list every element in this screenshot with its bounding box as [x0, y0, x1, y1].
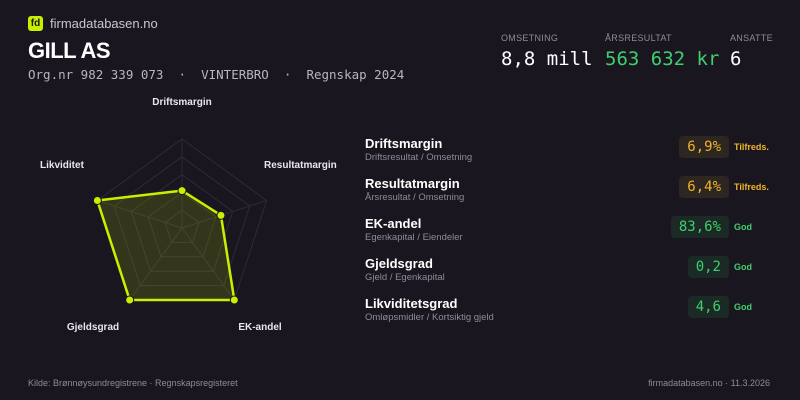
footer-right: firmadatabasen.no · 11.3.2026: [648, 378, 770, 388]
metric-title: Likviditetsgrad: [365, 296, 458, 311]
radar-axis-line: [181, 227, 235, 301]
radar-data-polygon: [96, 189, 236, 302]
kpi-value: 563 632 kr: [605, 48, 720, 70]
radar-data-point: [92, 195, 102, 205]
metric-title: Gjeldsgrad: [365, 256, 433, 271]
metric-formula: Årsresultat / Omsetning: [365, 192, 465, 203]
metric-formula: Driftsresultat / Omsetning: [365, 152, 473, 163]
kpi-value: 6: [730, 48, 742, 70]
kpi-omsetning: OMSETNING 8,8 mill: [501, 33, 593, 70]
metric-value-badge: 83,6%: [670, 216, 729, 238]
metric-value-badge: 0,2: [687, 256, 729, 278]
site-name[interactable]: firmadatabasen.no: [50, 16, 158, 31]
radar-axis-label: Gjeldsgrad: [67, 322, 119, 333]
radar-axis-label: Likviditet: [40, 160, 85, 171]
kpi-value: 8,8 mill: [501, 48, 593, 70]
metric-row: Resultatmargin Årsresultat / Omsetning 6…: [365, 176, 785, 212]
metric-status: God: [734, 302, 752, 312]
company-name: GILL AS: [28, 38, 111, 63]
metric-status: God: [734, 222, 752, 232]
metric-status: God: [734, 262, 752, 272]
metric-value-badge: 6,4%: [679, 176, 729, 198]
kpi-arsresultat: ÅRSRESULTAT 563 632 kr: [605, 33, 719, 70]
kpi-ansatte: ANSATTE 6: [730, 33, 773, 70]
radar-labels: Driftsmargin Resultatmargin EK-andel Gjelds…: [40, 97, 337, 333]
metric-status: Tilfreds.: [734, 182, 769, 192]
radar-shape: [92, 186, 239, 305]
metric-row: EK-andel Egenkapital / Eiendeler 83,6% G…: [365, 216, 785, 252]
radar-grid-ring: [147, 191, 217, 258]
radar-axis-label: Resultatmargin: [264, 160, 337, 171]
company-subtitle: Org.nr 982 339 073 · VINTERBRO · Regnska…: [28, 67, 405, 82]
radar-chart: Driftsmargin Resultatmargin EK-andel Gjelds…: [40, 97, 337, 333]
metric-value-badge: 6,9%: [679, 136, 729, 158]
brand-logo: fd: [28, 16, 43, 31]
metric-title: EK-andel: [365, 216, 422, 231]
radar-data-point: [125, 295, 135, 305]
metric-formula: Egenkapital / Eiendeler: [365, 232, 463, 243]
kpi-label: ANSATTE: [730, 33, 773, 43]
metric-formula: Gjeld / Egenkapital: [365, 272, 445, 283]
metric-title: Resultatmargin: [365, 176, 460, 191]
footer-source: Kilde: Brønnøysundregistrene · Regnskaps…: [28, 378, 238, 388]
metric-row: Driftsmargin Driftsresultat / Omsetning …: [365, 136, 785, 172]
radar-grid-ring: [130, 173, 234, 272]
radar-data-point: [229, 295, 239, 305]
metric-title: Driftsmargin: [365, 136, 443, 151]
radar-grid-ring: [164, 209, 200, 243]
metric-value-badge: 4,6: [687, 296, 729, 318]
radar-data-point: [177, 186, 187, 196]
kpi-label: OMSETNING: [501, 33, 559, 43]
metric-formula: Omløpsmidler / Kortsiktig gjeld: [365, 312, 494, 323]
radar-axis-label: EK-andel: [238, 322, 282, 333]
metric-row: Gjeldsgrad Gjeld / Egenkapital 0,2 God: [365, 256, 785, 292]
radar-axis-line: [97, 200, 183, 229]
kpi-label: ÅRSRESULTAT: [605, 33, 672, 43]
radar-axis-line: [129, 227, 183, 301]
radar-data-point: [216, 210, 226, 220]
metric-status: Tilfreds.: [734, 142, 769, 152]
metric-row: Likviditetsgrad Omløpsmidler / Kortsikti…: [365, 296, 785, 332]
radar-axis-label: Driftsmargin: [152, 97, 211, 108]
